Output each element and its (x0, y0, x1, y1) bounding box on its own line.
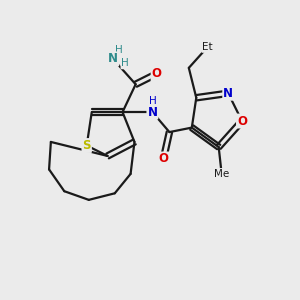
Text: O: O (158, 152, 168, 166)
Text: S: S (82, 139, 91, 152)
Text: N: N (108, 52, 118, 65)
Text: H: H (148, 96, 156, 106)
Text: N: N (223, 87, 233, 100)
Text: Me: Me (214, 169, 229, 179)
Text: O: O (152, 68, 162, 80)
Text: H: H (121, 58, 129, 68)
Text: O: O (237, 115, 247, 128)
Text: Et: Et (202, 42, 213, 52)
Text: N: N (147, 106, 158, 118)
Text: H: H (115, 45, 122, 55)
